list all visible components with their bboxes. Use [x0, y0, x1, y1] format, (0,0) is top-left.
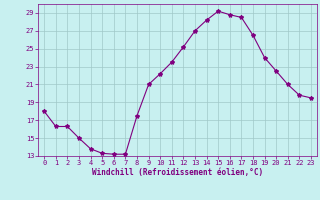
- X-axis label: Windchill (Refroidissement éolien,°C): Windchill (Refroidissement éolien,°C): [92, 168, 263, 177]
